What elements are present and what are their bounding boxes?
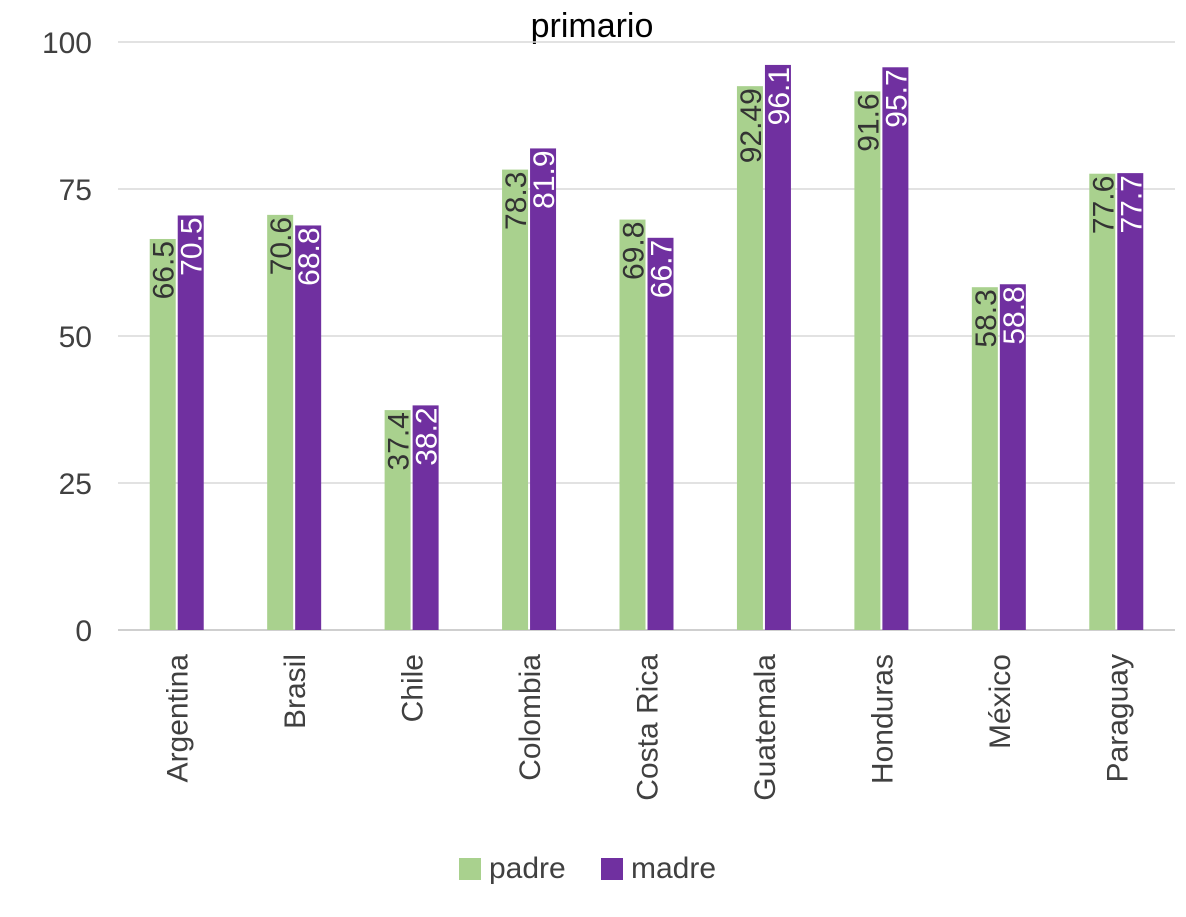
bar-madre [764,64,791,630]
data-label-padre: 58.3 [970,289,1003,347]
data-label-padre: 77.6 [1087,176,1120,234]
x-category-label: Chile [397,654,430,722]
y-tick-label: 25 [59,468,92,501]
bar-madre [177,215,204,630]
data-label-madre: 66.7 [646,240,679,298]
data-label-padre: 70.6 [265,217,298,275]
bar-madre [999,284,1026,630]
x-category-label: Costa Rica [632,654,665,801]
legend-label-padre: padre [489,852,566,885]
x-category-label: Brasil [279,654,312,729]
bar-madre [1117,173,1144,630]
bar-madre [882,67,909,630]
bar-padre [502,169,529,630]
y-tick-label: 0 [75,615,92,648]
bar-madre [530,148,557,631]
x-category-label: México [984,654,1017,749]
y-tick-label: 100 [42,27,92,60]
data-labels: 66.570.5 70.668.8 37.438.2 78.381.9 69.866.7… [148,67,1149,471]
legend-swatch-madre [601,858,623,880]
bar-padre [384,410,411,630]
legend-label-madre: madre [631,852,716,885]
legend-swatch-padre [459,858,481,880]
bar-padre [971,287,998,630]
x-category-label: Paraguay [1101,654,1134,782]
x-axis-categories: Argentina Brasil Chile Colombia Costa Rica Gu… [162,654,1135,801]
bar-padre [149,238,176,631]
bar-padre [267,214,294,630]
data-label-madre: 95.7 [880,69,913,127]
y-tick-label: 50 [59,321,92,354]
bar-padre [736,86,763,630]
bar-padre [1089,173,1116,630]
data-label-padre: 91.6 [852,93,885,151]
y-tick-label: 75 [59,174,92,207]
data-label-madre: 68.8 [293,227,326,285]
data-label-padre: 78.3 [500,172,533,230]
bar-padre [854,91,881,631]
data-label-madre: 38.2 [411,407,444,465]
data-label-madre: 77.7 [1115,175,1148,233]
data-label-madre: 96.1 [763,67,796,125]
bar-madre [412,405,439,630]
data-label-padre: 69.8 [618,222,651,280]
data-label-madre: 81.9 [528,150,561,208]
bar-madre [295,225,322,630]
chart-title: primario [531,7,654,45]
bars [149,64,1144,631]
data-label-madre: 58.8 [998,286,1031,344]
legend: padre madre [459,852,716,885]
y-axis-ticks: 0 25 50 75 100 [42,27,92,648]
gridlines [118,41,1175,631]
x-category-label: Argentina [162,654,195,783]
x-category-label: Guatemala [749,654,782,801]
x-category-label: Honduras [866,654,899,784]
data-label-padre: 66.5 [148,241,181,299]
data-label-madre: 70.5 [176,217,209,275]
x-category-label: Colombia [514,654,547,781]
bar-padre [619,219,646,631]
data-label-padre: 37.4 [383,412,416,470]
data-label-padre: 92.49 [735,88,768,163]
bar-madre [647,237,674,630]
